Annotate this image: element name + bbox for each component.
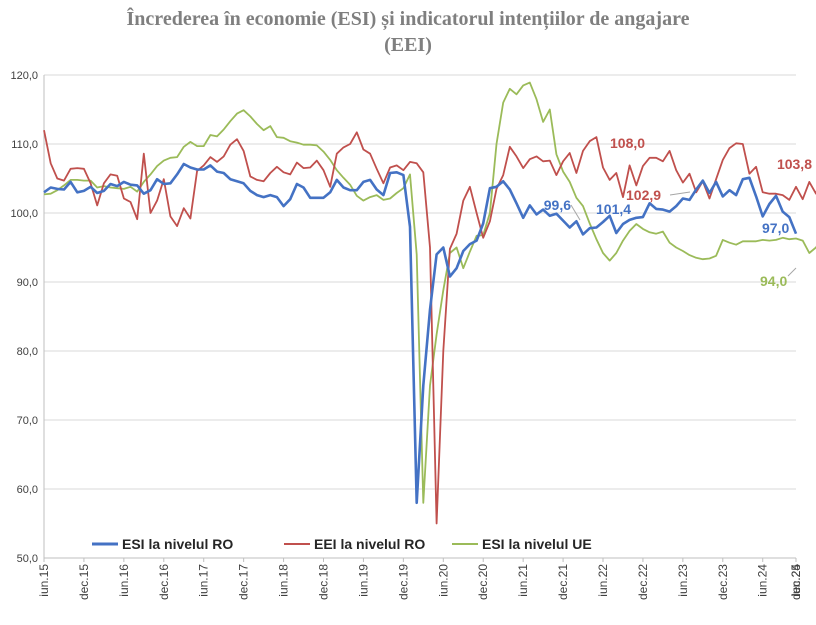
x-tick-label: iun.18 <box>277 564 291 597</box>
y-tick-label: 90,0 <box>17 277 38 289</box>
series-line-2 <box>43 81 816 504</box>
chart-title-line-2: (EEI) <box>384 34 432 56</box>
gridlines <box>43 74 796 559</box>
y-tick-label: 50,0 <box>17 553 38 565</box>
x-tick-label: iun.15 <box>37 564 51 597</box>
series-line-0 <box>43 162 798 505</box>
x-tick-label: iun.21 <box>516 564 530 597</box>
y-tick-label: 120,0 <box>10 70 38 82</box>
x-tick-label: iun.22 <box>596 564 610 597</box>
x-tick-label: iun.25 <box>789 564 803 597</box>
x-axis-ticks: iun.15 dec.15 iun.16 dec.16 iun.17 dec.17 iun.… <box>37 558 803 600</box>
leader-line <box>787 267 797 277</box>
x-tick-label: iun.17 <box>197 564 211 597</box>
series-lines <box>43 81 816 525</box>
y-tick-label: 60,0 <box>17 484 38 496</box>
data-label: 102,9 <box>626 187 661 203</box>
x-tick-label: dec.16 <box>157 564 171 600</box>
x-tick-label: dec.19 <box>396 564 410 600</box>
data-label: 108,0 <box>610 135 645 151</box>
x-tick-label: dec.20 <box>476 564 490 600</box>
data-labels: 108,0 102,9 103,8 99,6 101,4 97,0 94,0 <box>544 135 812 289</box>
legend-label: ESI la nivelul UE <box>482 536 592 552</box>
x-tick-label: iun.19 <box>356 564 370 597</box>
x-tick-label: iun.23 <box>676 564 690 597</box>
leader-line <box>570 204 581 221</box>
data-label: 101,4 <box>596 201 631 217</box>
x-tick-label: iun.16 <box>117 564 131 597</box>
chart-title-line-1: Încrederea în economie (ESI) și indicato… <box>126 8 690 30</box>
data-label: 94,0 <box>760 273 787 289</box>
chart-title: Încrederea în economie (ESI) și indicato… <box>0 6 816 58</box>
x-tick-label: dec.22 <box>636 564 650 600</box>
y-axis-ticks: 50,0 60,0 70,0 80,0 90,0 100,0 110,0 120,0 <box>10 70 38 565</box>
x-tick-label: dec.23 <box>716 564 730 600</box>
x-tick-label: dec.17 <box>237 564 251 600</box>
data-label: 97,0 <box>762 220 789 236</box>
legend: ESI la nivelul RO EEI la nivelul RO ESI la… <box>92 536 592 552</box>
x-tick-label: dec.15 <box>77 564 91 600</box>
x-tick-label: iun.24 <box>756 564 770 597</box>
leader-line <box>669 191 691 196</box>
y-tick-label: 100,0 <box>10 208 38 220</box>
legend-label: EEI la nivelul RO <box>314 536 425 552</box>
y-tick-label: 110,0 <box>11 139 38 151</box>
x-tick-label: iun.20 <box>436 564 450 597</box>
data-label: 103,8 <box>777 156 812 172</box>
x-tick-label: dec.24 <box>789 564 803 600</box>
x-tick-label: dec.18 <box>317 564 331 600</box>
legend-label: ESI la nivelul RO <box>122 536 233 552</box>
data-label: 99,6 <box>544 197 571 213</box>
x-tick-label: dec.21 <box>556 564 570 600</box>
series-line-1 <box>43 130 816 525</box>
y-tick-label: 80,0 <box>17 346 38 358</box>
y-tick-label: 70,0 <box>17 415 38 427</box>
